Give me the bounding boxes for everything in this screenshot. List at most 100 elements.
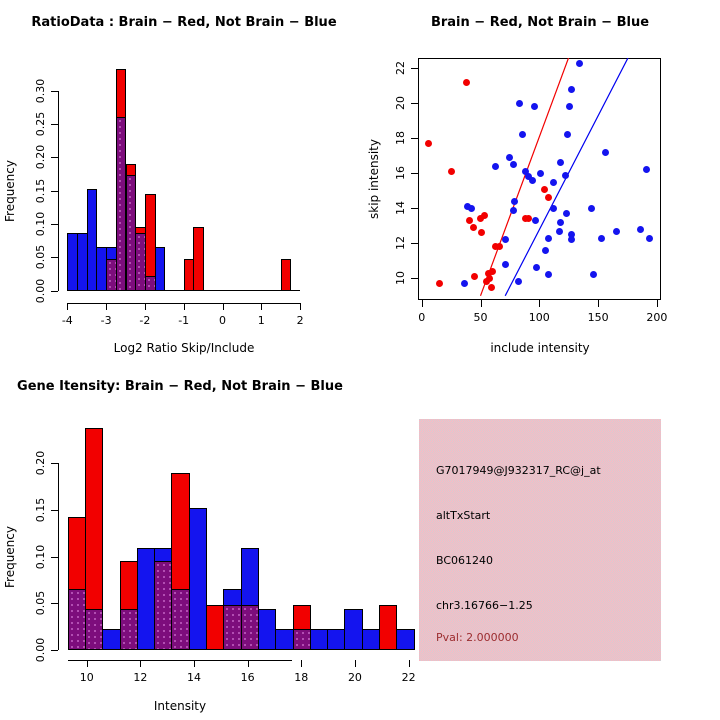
scatter-point-notbrain (509, 206, 517, 214)
x-axis-tick (300, 303, 302, 310)
histogram-bar-blue (309, 629, 329, 650)
histogram-bar-overlap (67, 589, 86, 650)
x-axis-tick-label: 14 (187, 671, 202, 684)
y-axis-tick (50, 224, 58, 226)
scatter-point-notbrain (646, 234, 654, 242)
x-axis-tick-label: 10 (79, 671, 94, 684)
histogram-bar-red (193, 226, 205, 291)
scatter-point-notbrain (514, 278, 522, 286)
y-axis-tick (50, 603, 58, 605)
scatter-point-notbrain (589, 271, 597, 279)
y-axis-tick-label: 16 (394, 166, 407, 181)
y-axis-tick (411, 208, 418, 210)
scatter-point-notbrain (506, 154, 514, 162)
x-axis-tick-label: -4 (61, 314, 73, 327)
scatter-point-notbrain (613, 227, 621, 235)
y-axis-tick (411, 138, 418, 140)
scatter-point-notbrain (564, 131, 572, 139)
y-axis-tick-label: 0.20 (33, 145, 47, 170)
scatter-point-brain (471, 273, 479, 281)
histogram-bar-red (292, 605, 311, 631)
x-axis-tick-label: 2 (296, 314, 304, 327)
scatter-point-notbrain (598, 234, 606, 242)
brain-fit-line (479, 58, 570, 297)
histogram-bar-overlap (223, 605, 242, 650)
histogram-bar-blue (327, 629, 346, 650)
scatter-point-notbrain (636, 225, 644, 233)
scatter-point-notbrain (562, 210, 570, 218)
scatter-point-notbrain (501, 236, 509, 244)
x-axis-tick-label: 18 (294, 671, 309, 684)
scatter-point-brain (492, 243, 500, 251)
scatter-point-brain (521, 215, 529, 223)
x-axis-tick (421, 300, 423, 307)
histogram-bar-red (84, 427, 104, 610)
y-axis-tick (50, 190, 58, 192)
histogram-bar-blue (223, 589, 242, 607)
scatter-point-brain (447, 168, 455, 176)
scatter-point-notbrain (549, 178, 557, 186)
x-axis-tick-label: 20 (347, 671, 362, 684)
scatter-point-brain (488, 267, 496, 275)
gene-histogram-ylabel: Frequency (3, 526, 17, 588)
histogram-bar-blue (361, 629, 381, 650)
y-axis-tick (411, 68, 418, 70)
y-axis-tick-label: 10 (394, 271, 407, 286)
x-axis-tick-label: 22 (401, 671, 416, 684)
x-axis-tick (480, 300, 482, 307)
scatter-point-brain (462, 78, 470, 86)
y-axis-tick-label: 20 (394, 96, 407, 111)
y-axis-tick-label: 0.30 (33, 78, 47, 103)
histogram-bar-blue (86, 189, 98, 291)
scatter-point-notbrain (528, 176, 536, 184)
y-axis-tick (50, 124, 58, 126)
probe-id-text: G7017949@J932317_RC@j_at (436, 464, 601, 477)
scatter-point-notbrain (556, 218, 564, 226)
x-axis-tick (261, 303, 263, 310)
scatter-plot-box (418, 58, 661, 300)
gene-histogram-xlabel: Intensity (153, 699, 207, 713)
histogram-bar-overlap (84, 608, 104, 650)
scatter-point-notbrain (545, 234, 553, 242)
accession-text: BC061240 (436, 554, 494, 567)
scatter-point-notbrain (533, 264, 541, 272)
histogram-bar-overlap (154, 561, 173, 650)
scatter-point-brain (478, 229, 486, 237)
x-axis-tick (301, 660, 303, 667)
scatter-ylabel: skip intensity (367, 139, 381, 219)
scatter-point-notbrain (525, 173, 533, 181)
histogram-bar-blue (240, 548, 259, 607)
y-axis-tick-label: 0.05 (33, 591, 47, 616)
scatter-point-notbrain (587, 204, 595, 212)
scatter-point-notbrain (642, 166, 650, 174)
gene-info-box: G7017949@J932317_RC@j_at altTxStart BC06… (419, 419, 661, 661)
y-axis-tick-label: 0.10 (33, 211, 47, 237)
x-axis-tick-label: 12 (133, 671, 148, 684)
scatter-point-notbrain (509, 161, 517, 169)
scatter-point-notbrain (549, 204, 557, 212)
scatter-point-notbrain (467, 204, 475, 212)
histogram-bar-blue (136, 548, 156, 650)
x-axis-tick (222, 303, 224, 310)
y-axis-tick (50, 510, 58, 511)
y-axis-tick (50, 90, 58, 92)
x-axis-tick-label: 0 (219, 314, 226, 327)
scatter-point-brain (485, 269, 493, 277)
y-axis-tick-label: 0.00 (33, 278, 47, 303)
histogram-bar-blue (154, 247, 166, 291)
x-axis-tick-label: 150 (587, 311, 609, 324)
y-axis-tick-label: 14 (394, 201, 407, 216)
histogram-bar-red (206, 605, 225, 650)
scatter-point-notbrain (541, 246, 549, 254)
scatter-point-brain (545, 194, 553, 202)
scatter-point-notbrain (566, 103, 574, 111)
histogram-bar-red (379, 605, 398, 650)
scatter-point-brain (435, 280, 443, 288)
histogram-bar-blue (154, 548, 173, 563)
x-axis-tick (86, 660, 88, 667)
scatter-point-notbrain (545, 271, 553, 279)
scatter-point-notbrain (519, 131, 527, 139)
y-axis-line (57, 90, 59, 291)
x-axis-tick (539, 300, 541, 307)
scatter-title: Brain − Red, Not Brain − Blue (430, 15, 650, 30)
